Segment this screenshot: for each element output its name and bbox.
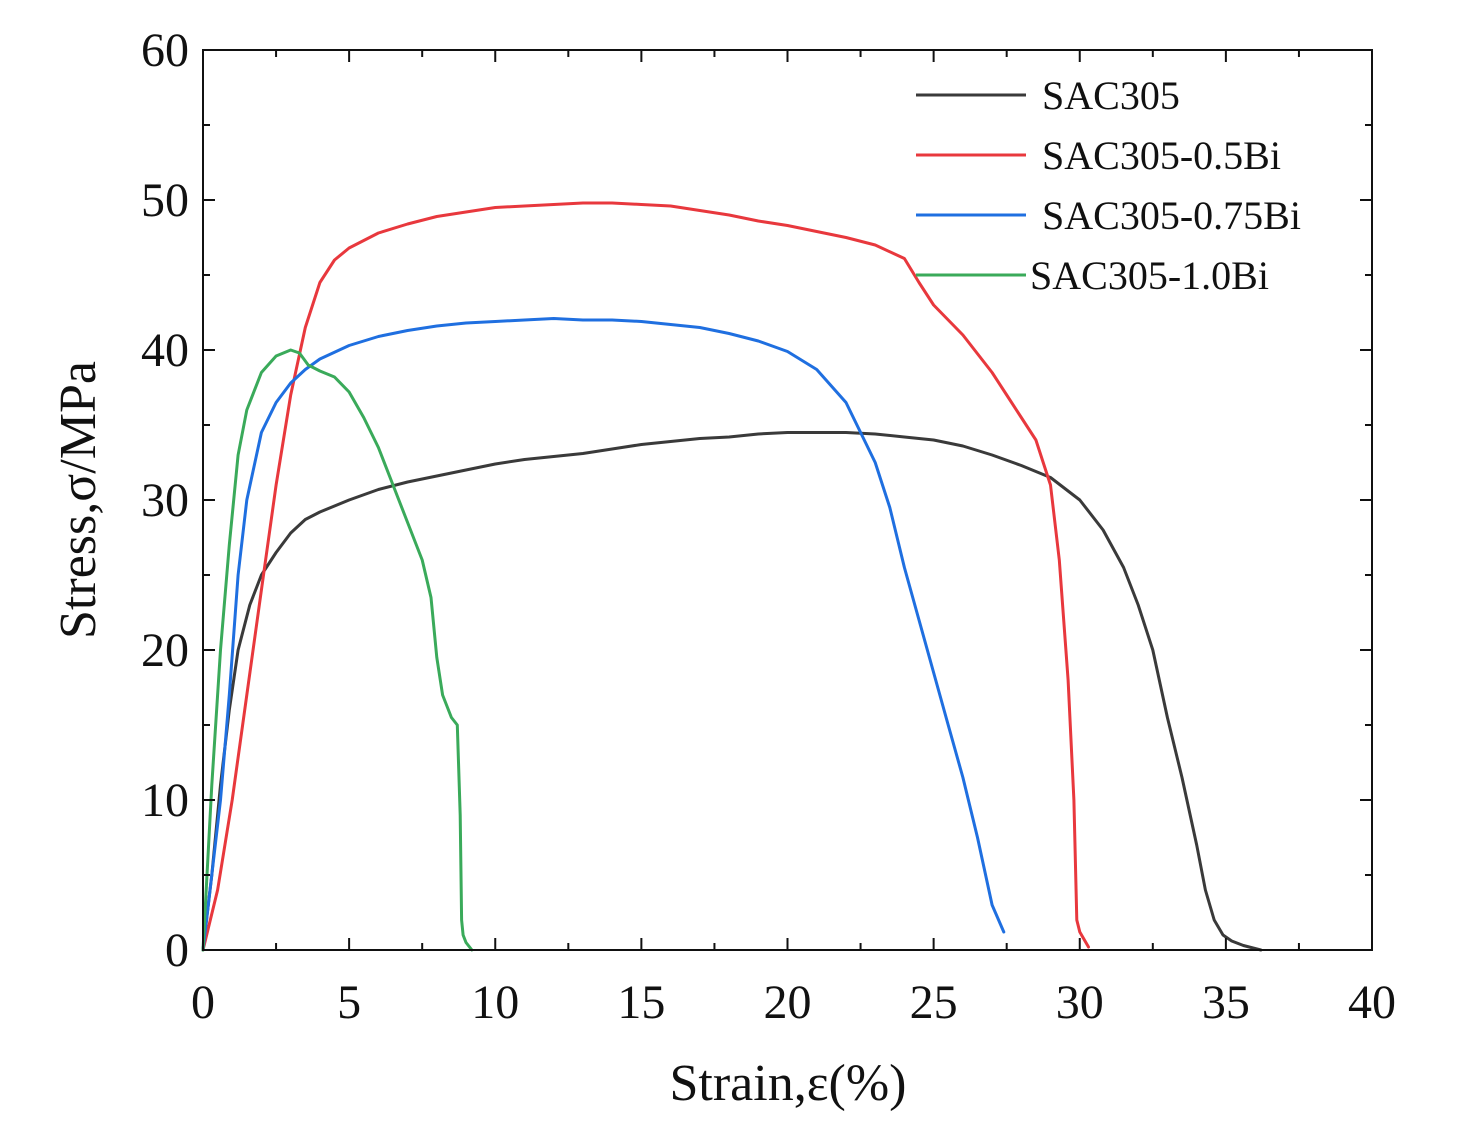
x-tick-label: 10: [471, 976, 519, 1029]
y-tick-label: 30: [141, 474, 189, 527]
legend-label: SAC305-0.5Bi: [1042, 133, 1281, 178]
x-tick-label: 35: [1202, 976, 1250, 1029]
y-tick-label: 60: [141, 24, 189, 77]
legend: SAC305 SAC305-0.5Bi SAC305-0.75Bi SAC305-1.…: [916, 73, 1301, 298]
y-tick-label: 40: [141, 324, 189, 377]
y-tick-label: 20: [141, 624, 189, 677]
x-axis-title: Strain,ε(%): [670, 1055, 907, 1112]
series-line-sac305-0-75bi: [201, 317, 1006, 952]
axes: 0 5 10 15 20 25 30 35 40 0 10 20 30 40 50 60: [141, 24, 1396, 1029]
series-line-sac305-0-5bi: [201, 201, 1090, 952]
y-tick-label: 50: [141, 174, 189, 227]
x-tick-label: 20: [764, 976, 812, 1029]
series-line-sac305: [201, 431, 1263, 952]
y-tick-label: 0: [165, 924, 189, 977]
x-tick-label: 40: [1348, 976, 1396, 1029]
x-tick-label: 5: [337, 976, 361, 1029]
x-tick-label: 15: [617, 976, 665, 1029]
x-tick-label: 0: [191, 976, 215, 1029]
legend-label: SAC305-1.0Bi: [1030, 253, 1269, 298]
legend-label: SAC305: [1042, 73, 1180, 118]
x-tick-label: 25: [910, 976, 958, 1029]
plot-frame: [202, 49, 1373, 951]
legend-label: SAC305-0.75Bi: [1042, 193, 1301, 238]
x-tick-label: 30: [1056, 976, 1104, 1029]
y-axis-title: Stress,σ/MPa: [50, 361, 107, 639]
plot-area: [201, 201, 1263, 952]
y-tick-label: 10: [141, 774, 189, 827]
series-line-sac305-1-0bi: [201, 348, 474, 952]
